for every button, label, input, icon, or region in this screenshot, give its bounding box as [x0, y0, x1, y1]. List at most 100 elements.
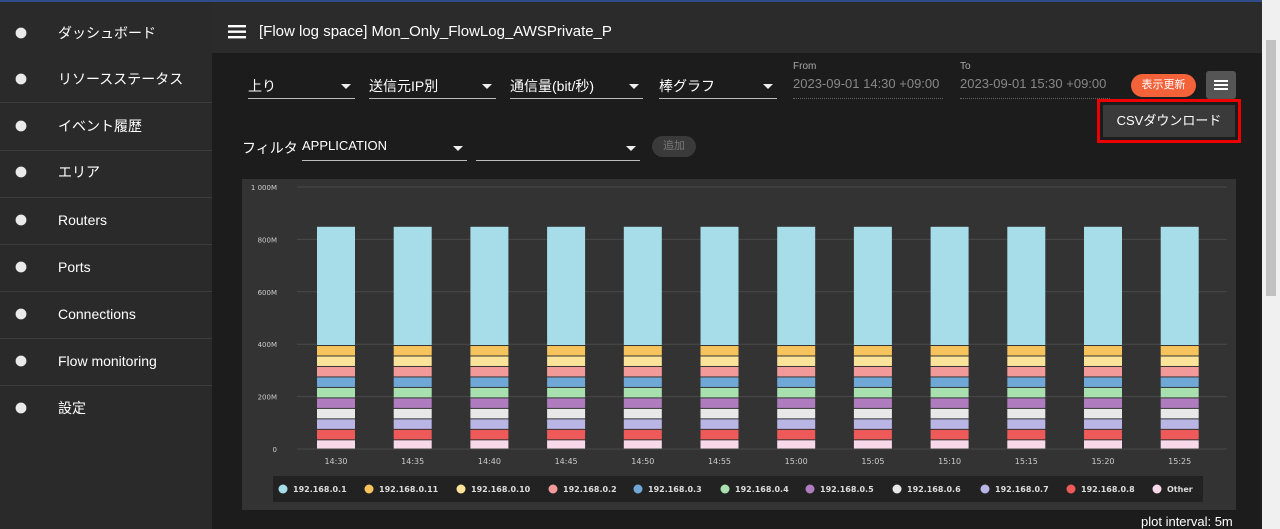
bar-segment: [1084, 419, 1122, 429]
bar-segment: [1007, 419, 1046, 429]
bar-segment: [547, 398, 586, 408]
y-tick-label: 400M: [258, 341, 277, 349]
nav-icon: [12, 211, 30, 229]
bar-segment: [393, 366, 432, 377]
nav-item[interactable]: Flow monitoring: [0, 338, 212, 384]
legend-swatch: [278, 484, 288, 494]
filter-select[interactable]: APPLICATION: [302, 138, 467, 161]
nav-icon: [12, 258, 30, 276]
bar-segment: [1160, 408, 1199, 419]
chart-kind-select[interactable]: 棒グラフ: [659, 76, 777, 99]
csv-download[interactable]: CSVダウンロード: [1103, 105, 1235, 137]
bar-segment: [547, 356, 586, 366]
bar-segment: [853, 346, 892, 356]
bar-segment: [1084, 366, 1122, 377]
x-tick-label: 15:10: [938, 457, 961, 466]
bar-segment: [930, 366, 969, 377]
bar-segment: [930, 429, 969, 440]
nav-item[interactable]: イベント履歴: [0, 103, 212, 149]
bar-segment: [777, 408, 816, 419]
bar-segment: [930, 387, 969, 398]
bar-segment: [470, 356, 509, 366]
bar-segment: [470, 419, 509, 429]
refresh-button[interactable]: 表示更新: [1131, 74, 1196, 97]
bar-segment: [547, 429, 586, 440]
add-button[interactable]: 追加: [652, 136, 696, 157]
bar-segment: [1007, 440, 1046, 449]
bar-segment: [1084, 429, 1122, 440]
bar-segment: [1084, 377, 1122, 387]
direction-select[interactable]: 上り: [248, 76, 355, 99]
nav-item[interactable]: Routers: [0, 197, 212, 243]
bar-segment: [1007, 226, 1046, 346]
bar-segment: [317, 387, 355, 398]
group-select[interactable]: 送信元IP別: [369, 76, 496, 99]
from-input[interactable]: 2023-09-01 14:30 +09:00: [793, 76, 943, 99]
legend-box: [273, 476, 1203, 502]
bar-segment: [930, 377, 969, 387]
nav-item[interactable]: 設定: [0, 385, 212, 431]
filter-value-select[interactable]: [476, 138, 640, 161]
x-tick-label: 15:00: [785, 457, 808, 466]
legend-swatch: [633, 484, 643, 494]
bar-segment: [317, 346, 355, 356]
nav-item[interactable]: リソースステータス: [0, 56, 212, 102]
header: [Flow log space] Mon_Only_FlowLog_AWSPri…: [212, 0, 1262, 53]
scroll-thumb[interactable]: [1266, 40, 1276, 296]
bar-segment: [470, 440, 509, 449]
bar-segment: [317, 366, 355, 377]
bar-segment: [1160, 226, 1199, 346]
bar-segment: [547, 387, 586, 398]
separator: [0, 244, 212, 245]
bar-segment: [1007, 346, 1046, 356]
bar-segment: [623, 440, 662, 449]
bar-segment: [1160, 419, 1199, 429]
page-title: [Flow log space] Mon_Only_FlowLog_AWSPri…: [259, 23, 612, 40]
legend-label: 192.168.0.8: [1081, 485, 1135, 494]
x-tick-label: 14:30: [324, 457, 347, 466]
bar-segment: [623, 377, 662, 387]
legend-label: 192.168.0.10: [471, 485, 531, 494]
legend-label: 192.168.0.2: [563, 485, 617, 494]
from-label: From: [793, 61, 817, 72]
separator: [0, 102, 212, 103]
y-tick-label: 1 000M: [251, 184, 277, 192]
legend-swatch: [456, 484, 466, 494]
legend-swatch: [720, 484, 730, 494]
bar-segment: [853, 356, 892, 366]
nav-icon: [12, 24, 30, 42]
bar-segment: [700, 346, 739, 356]
nav-item[interactable]: ダッシュボード: [0, 10, 212, 56]
menu-icon[interactable]: [228, 24, 248, 40]
bar-segment: [700, 408, 739, 419]
chart: 0 200M 400M 600M 800M 1 000M 14:30 14:35 14:40 14…: [242, 179, 1236, 510]
bar-segment: [700, 387, 739, 398]
legend-swatch: [1152, 484, 1162, 494]
menu-button[interactable]: [1206, 71, 1236, 99]
x-tick-label: 15:25: [1168, 457, 1191, 466]
nav-label: リソースステータス: [58, 71, 184, 87]
bar-segment: [547, 377, 586, 387]
x-tick-label: 15:05: [861, 457, 884, 466]
bar-segment: [853, 387, 892, 398]
nav-label: Flow monitoring: [58, 353, 157, 369]
to-input[interactable]: 2023-09-01 15:30 +09:00: [960, 76, 1110, 99]
metric-select[interactable]: 通信量(bit/秒): [510, 76, 643, 99]
nav-item[interactable]: Ports: [0, 244, 212, 290]
x-tick-label: 15:15: [1015, 457, 1038, 466]
bar-segment: [1084, 346, 1122, 356]
x-tick-label: 15:20: [1091, 457, 1114, 466]
nav-item[interactable]: エリア: [0, 149, 212, 195]
bar-segment: [1084, 226, 1122, 346]
legend-swatch: [548, 484, 558, 494]
bar-segment: [1007, 387, 1046, 398]
sidebar: ダッシュボードリソースステータスイベント履歴 エリア Routers Ports Con…: [0, 0, 212, 529]
bar-segment: [547, 408, 586, 419]
bar-segment: [470, 408, 509, 419]
bar-segment: [930, 440, 969, 449]
bar-segment: [700, 419, 739, 429]
bar-segment: [930, 398, 969, 408]
nav-item[interactable]: Connections: [0, 291, 212, 337]
legend-label: 192.168.0.3: [648, 485, 702, 494]
